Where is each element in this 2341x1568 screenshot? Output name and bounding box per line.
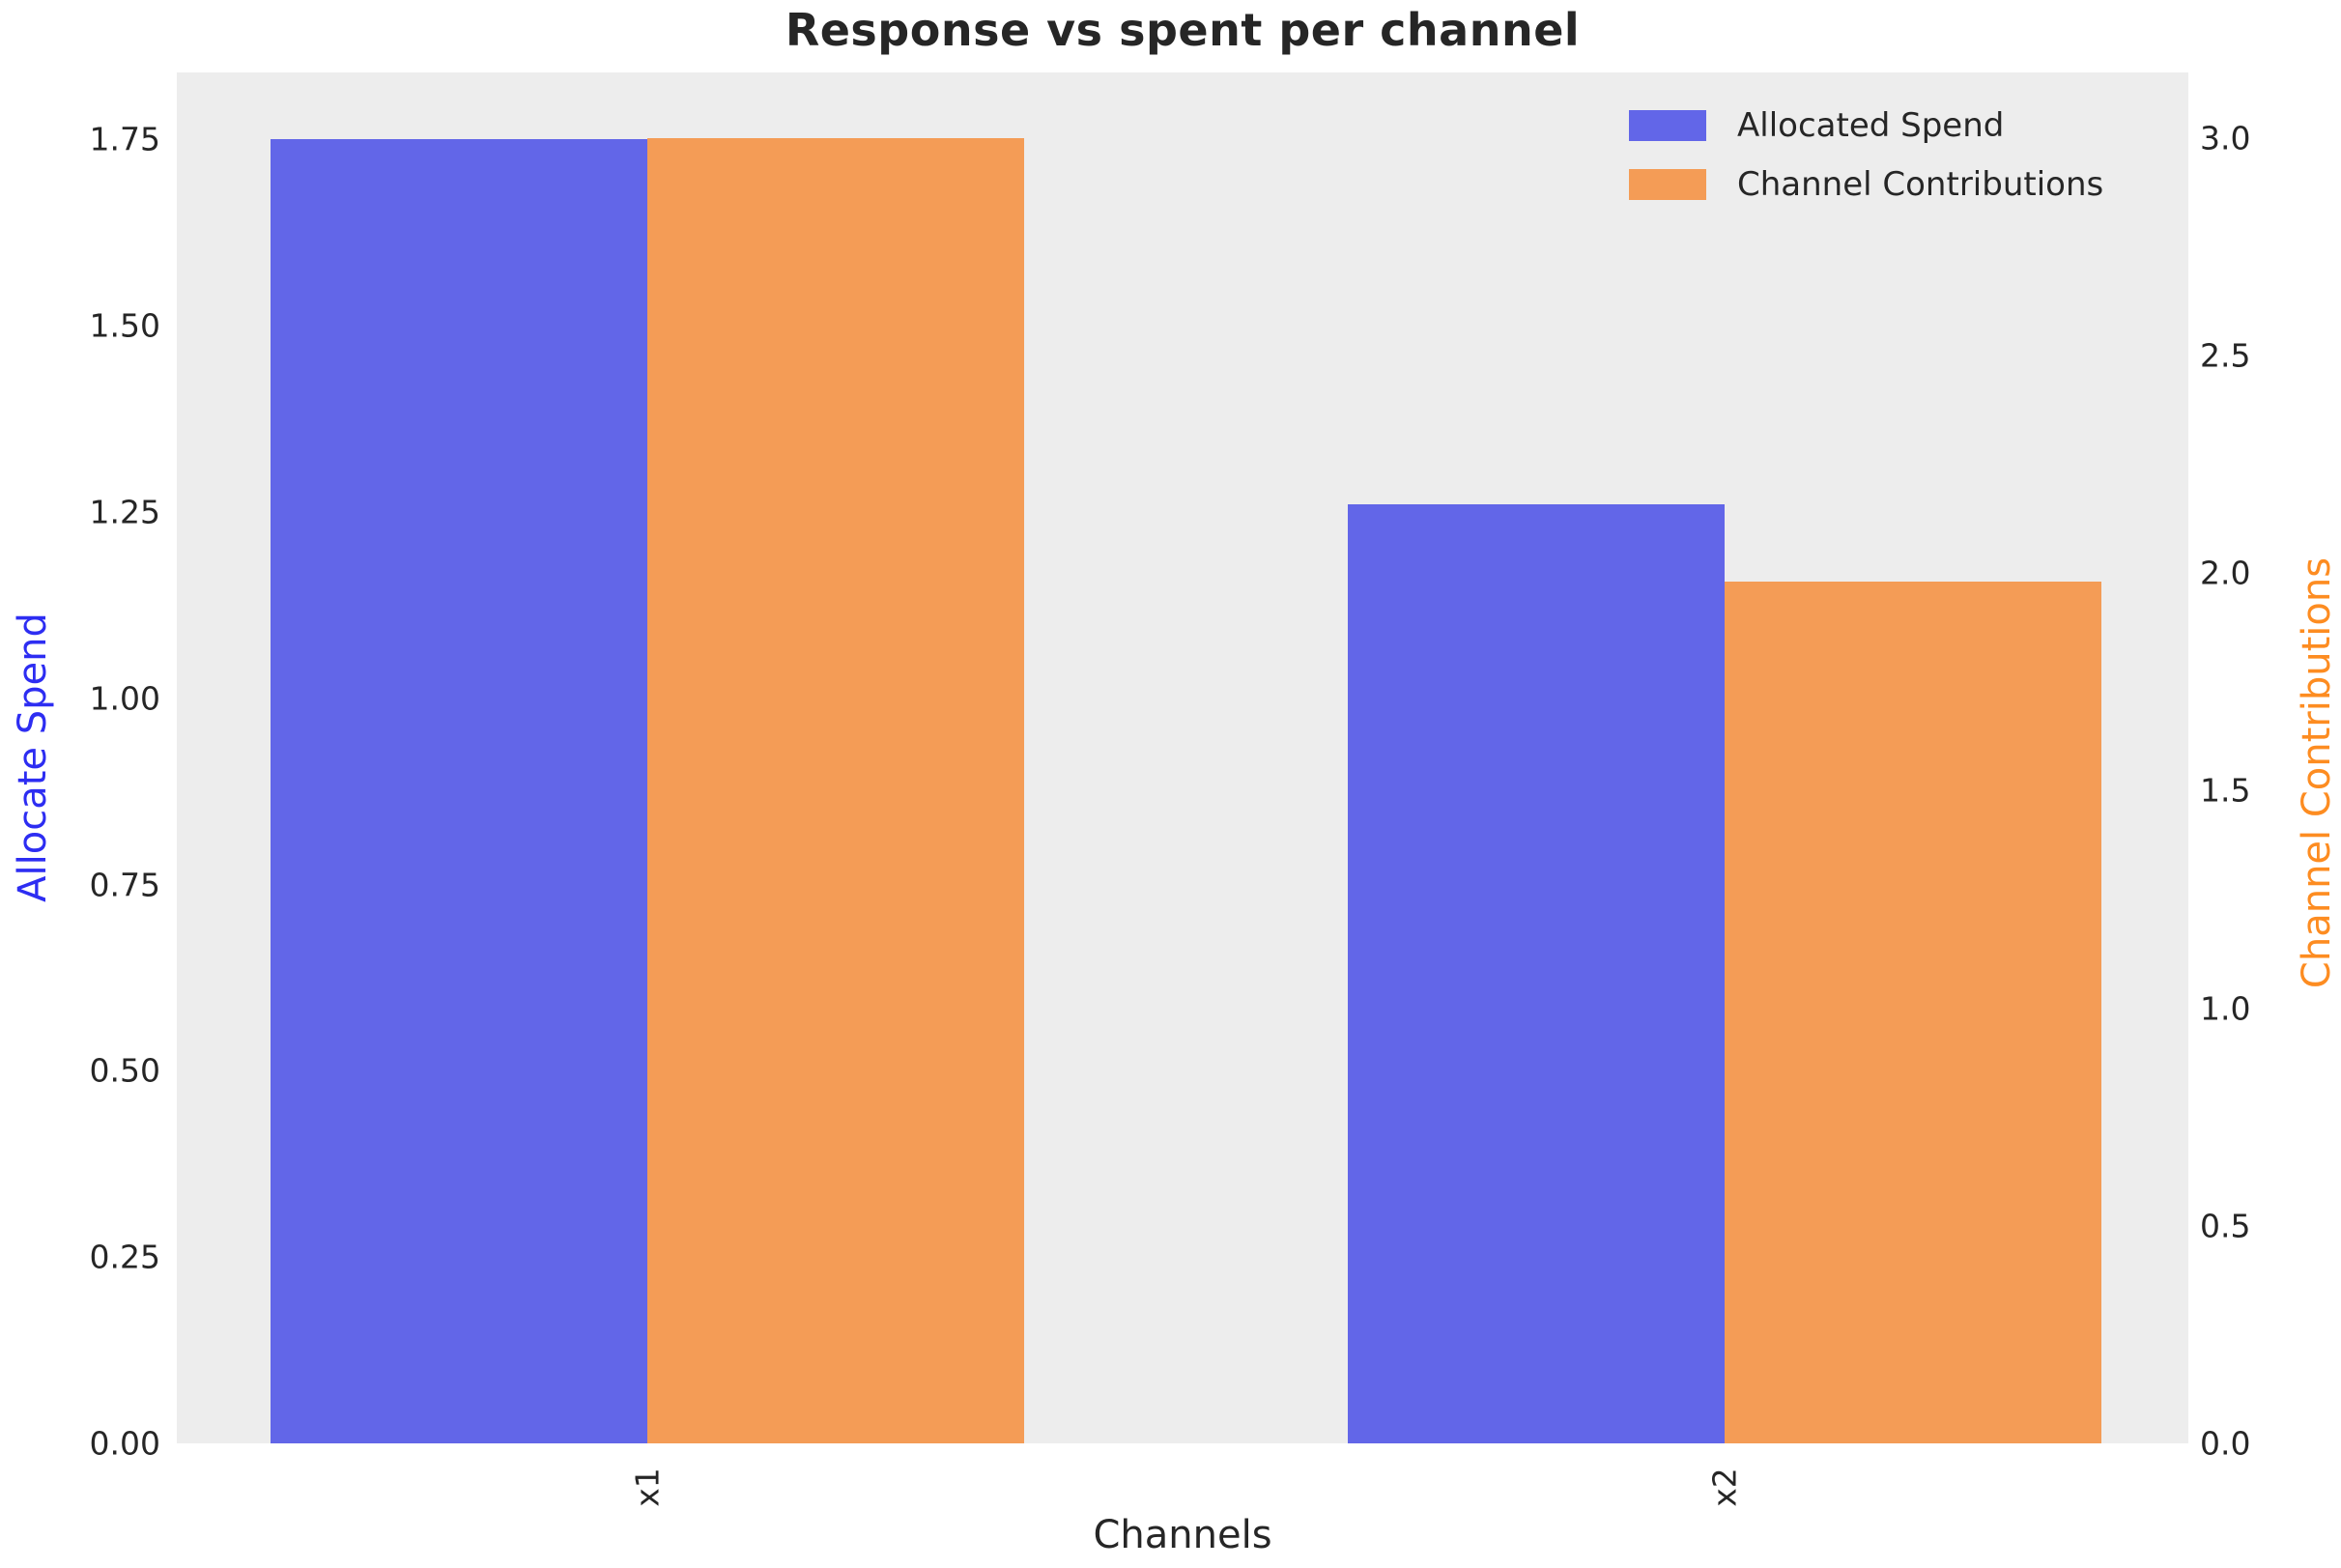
y-tick-left-1.75: 1.75 xyxy=(89,120,160,158)
legend-label-allocated-spend: Allocated Spend xyxy=(1737,106,2005,145)
y-tick-right-2.5: 2.5 xyxy=(2200,336,2251,375)
legend-label-channel-contributions: Channel Contributions xyxy=(1737,165,2104,204)
y-tick-left-0.00: 0.00 xyxy=(89,1424,160,1463)
legend: Allocated Spend Channel Contributions xyxy=(1629,106,2103,204)
y-tick-right-2.0: 2.0 xyxy=(2200,554,2251,592)
y-tick-left-1.50: 1.50 xyxy=(89,306,160,345)
bar-x1-allocated-spend xyxy=(271,139,647,1443)
x-tick-x2: x2 xyxy=(1705,1468,1744,1507)
y-tick-right-0.0: 0.0 xyxy=(2200,1424,2251,1463)
bar-x2-allocated-spend xyxy=(1348,504,1725,1443)
x-axis-label: Channels xyxy=(1093,1513,1272,1557)
y-tick-right-0.5: 0.5 xyxy=(2200,1207,2251,1245)
x-tick-x1: x1 xyxy=(628,1468,667,1507)
y-tick-left-0.75: 0.75 xyxy=(89,866,160,904)
plot-area xyxy=(177,72,2188,1443)
y-tick-left-1.25: 1.25 xyxy=(89,493,160,531)
y-tick-right-1.5: 1.5 xyxy=(2200,771,2251,810)
y-axis-label-left: Allocate Spend xyxy=(11,613,55,902)
y-tick-right-3.0: 3.0 xyxy=(2200,119,2251,157)
legend-item-channel-contributions: Channel Contributions xyxy=(1629,165,2103,204)
legend-swatch-allocated-spend xyxy=(1629,110,1706,141)
y-tick-left-1.00: 1.00 xyxy=(89,679,160,718)
y-tick-left-0.50: 0.50 xyxy=(89,1051,160,1090)
y-tick-left-0.25: 0.25 xyxy=(89,1238,160,1276)
legend-swatch-channel-contributions xyxy=(1629,169,1706,200)
legend-item-allocated-spend: Allocated Spend xyxy=(1629,106,2103,145)
chart-title: Response vs spent per channel xyxy=(785,4,1581,56)
bar-x1-channel-contributions xyxy=(647,138,1024,1443)
bar-x2-channel-contributions xyxy=(1725,582,2101,1443)
y-axis-label-right: Channel Contributions xyxy=(2295,556,2339,989)
y-tick-right-1.0: 1.0 xyxy=(2200,989,2251,1028)
